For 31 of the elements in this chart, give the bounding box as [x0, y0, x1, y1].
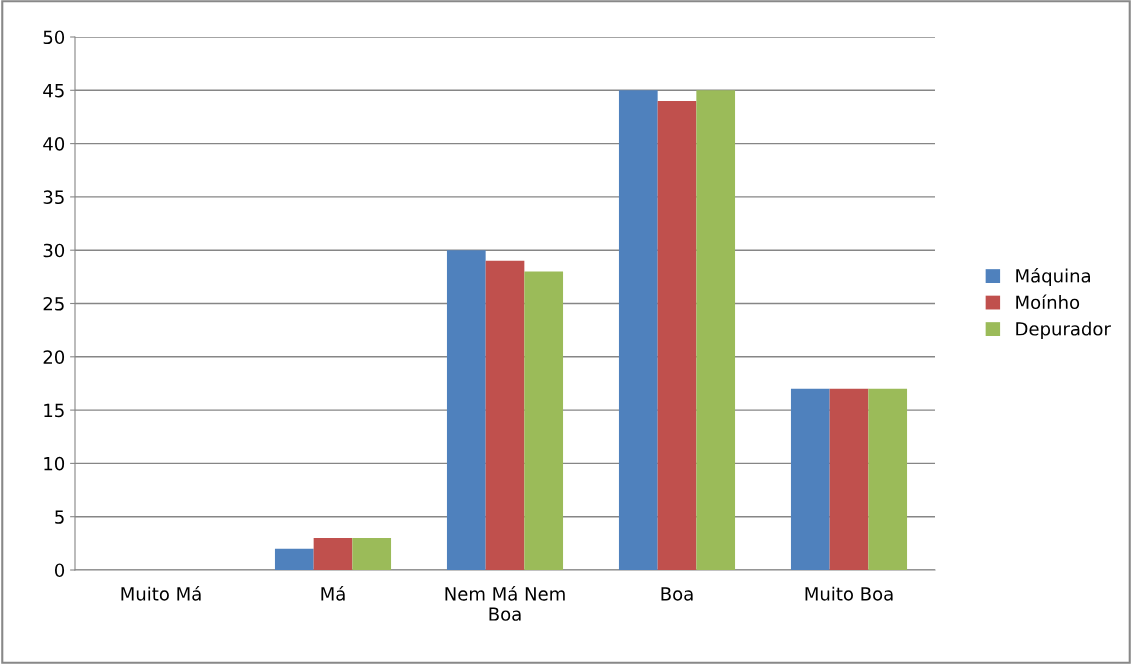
bar: [524, 271, 564, 570]
y-tick-label: 50: [43, 30, 65, 45]
legend-label: Depurador: [1016, 321, 1111, 340]
bar: [618, 90, 658, 570]
bar: [657, 100, 697, 570]
bar: [790, 388, 830, 570]
x-tick-label: Muito Má: [121, 585, 201, 601]
bar: [868, 388, 908, 570]
y-tick-label: 0: [54, 563, 65, 578]
bar: [274, 548, 314, 570]
x-tick-label: Nem Má Nem Boa: [445, 585, 565, 621]
bar: [829, 388, 869, 570]
x-tick-label: Muito Boa: [805, 586, 893, 601]
bar: [446, 250, 486, 570]
bar: [352, 538, 392, 570]
y-tick-label: 45: [43, 84, 64, 98]
bar: [696, 90, 736, 570]
bar: [485, 260, 525, 570]
y-tick-label: 20: [43, 350, 65, 364]
y-tick-label: 35: [43, 190, 64, 205]
y-tick-label: 40: [43, 137, 65, 151]
x-tick-label: Má: [321, 585, 345, 601]
y-tick-label: 25: [43, 296, 64, 311]
y-tick-label: 10: [44, 456, 65, 471]
bar: [313, 538, 353, 570]
x-tick-label: Boa: [661, 587, 693, 601]
y-tick-label: 30: [43, 243, 65, 258]
y-tick-label: 5: [55, 510, 64, 524]
legend-label: Moínho: [1016, 294, 1080, 310]
y-tick-label: 15: [44, 403, 64, 418]
legend-label: Máquina: [1016, 267, 1090, 287]
